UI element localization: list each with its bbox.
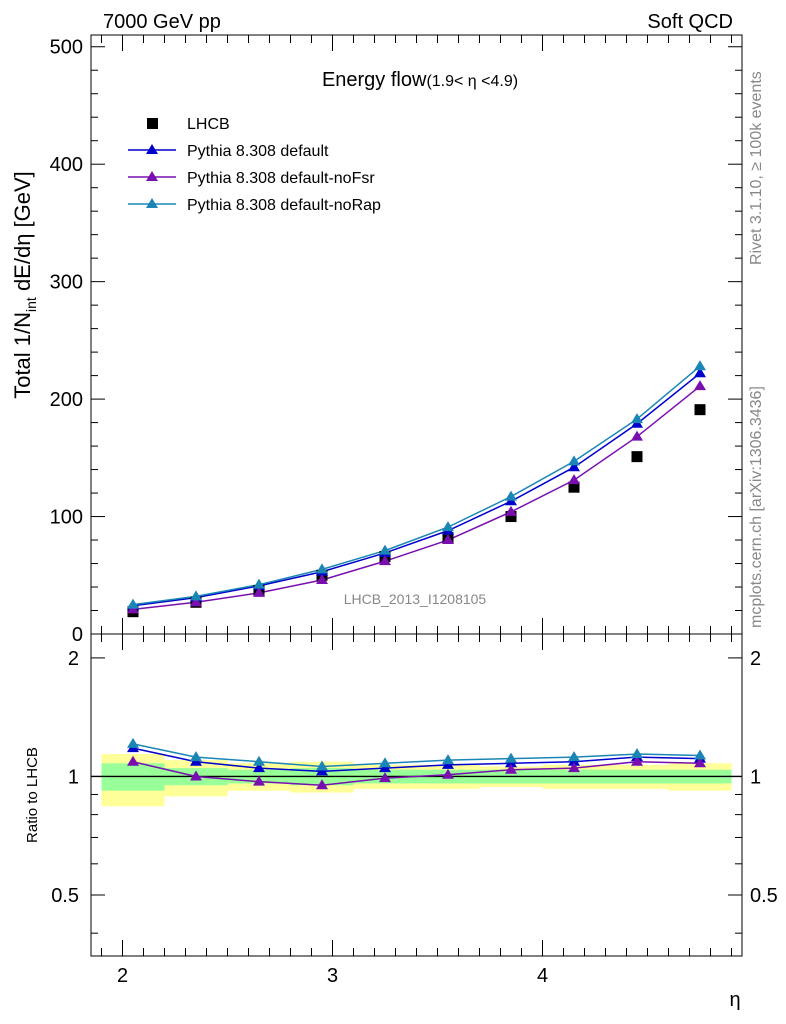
- ratio-point-noFsr: [379, 772, 391, 783]
- ratio-point-noFsr: [127, 755, 139, 766]
- ratio-point-noRap: [505, 752, 517, 763]
- data-point-noFsr: [316, 573, 328, 584]
- ratio-point-noRap: [127, 737, 139, 748]
- main-ytick-label: 200: [50, 389, 83, 411]
- ratio-point-noFsr: [253, 775, 265, 786]
- legend-item-lhcb: LHCB: [147, 116, 230, 133]
- data-point-noRap: [442, 521, 454, 532]
- legend-item-nofsr: Pythia 8.308 default-noFsr: [128, 170, 375, 187]
- main-ylabel: Total 1/Nint dE/dη [GeV]: [10, 171, 39, 399]
- legend-label-default: Pythia 8.308 default: [187, 143, 329, 160]
- main-panel-axes: 0 100 200 300 400 500: [50, 34, 743, 646]
- data-point-noFsr: [190, 596, 202, 607]
- legend-item-default: Pythia 8.308 default: [128, 143, 329, 160]
- ratio-panel-axes: 2 3 4 0.5 0.5 1 1 2 2: [51, 633, 778, 987]
- legend-label-lhcb: LHCB: [187, 116, 230, 133]
- data-point-noRap: [694, 360, 706, 371]
- ratio-point-default: [253, 762, 265, 773]
- data-point-lhcb: [631, 451, 643, 463]
- data-point-noRap: [379, 544, 391, 555]
- ratio-ytick-label-right: 1: [750, 766, 761, 788]
- x-tick-label: 4: [537, 965, 548, 987]
- ratio-ytick-label-right: 0.5: [750, 885, 778, 907]
- ratio-point-noFsr: [316, 779, 328, 790]
- mcplots-label: mcplots.cern.ch [arXiv:1306.3436]: [748, 386, 765, 628]
- main-panel-series: [127, 360, 706, 618]
- series-line-noRap: [132, 365, 701, 606]
- ratio-ylabel: Ratio to LHCB: [24, 747, 41, 843]
- data-point-noFsr: [505, 505, 517, 516]
- legend-marker-norap: [146, 198, 158, 208]
- data-point-noFsr: [442, 534, 454, 545]
- data-point-noRap: [127, 598, 139, 609]
- ratio-point-noRap: [694, 749, 706, 760]
- ratio-point-noFsr: [568, 762, 580, 773]
- data-point-default: [694, 367, 706, 378]
- legend-label-nofsr: Pythia 8.308 default-noFsr: [187, 170, 375, 187]
- data-point-noRap: [316, 563, 328, 574]
- chart-title: Energy flow(1.9< η <4.9): [322, 69, 518, 91]
- ratio-panel-series: [127, 737, 706, 790]
- ratio-point-noFsr: [190, 770, 202, 781]
- data-point-noRap: [631, 413, 643, 424]
- ratio-point-noFsr: [631, 755, 643, 766]
- ratio-point-noRap: [253, 755, 265, 766]
- series-line-default: [132, 372, 701, 607]
- data-point-noFsr: [253, 586, 265, 597]
- x-tick-label: 3: [327, 965, 338, 987]
- ratio-line-noRap: [132, 743, 701, 768]
- ratio-point-noFsr: [694, 757, 706, 768]
- data-point-noFsr: [568, 474, 580, 485]
- ratio-point-noRap: [190, 751, 202, 762]
- main-ytick-label: 0: [72, 624, 83, 646]
- ratio-ytick-label: 1: [68, 766, 79, 788]
- analysis-watermark: LHCB_2013_I1208105: [344, 591, 487, 607]
- series-line-noFsr: [132, 385, 701, 611]
- data-point-noFsr: [379, 555, 391, 566]
- data-point-lhcb: [568, 481, 580, 493]
- legend-marker-nofsr: [146, 171, 158, 181]
- ratio-ytick-label-right: 2: [750, 648, 761, 670]
- data-point-default: [568, 461, 580, 472]
- legend: LHCB Pythia 8.308 default Pythia 8.308 d…: [128, 116, 381, 214]
- legend-marker-lhcb: [147, 118, 158, 129]
- ratio-point-noRap: [379, 757, 391, 768]
- ratio-point-noRap: [631, 748, 643, 759]
- ratio-line-default: [132, 747, 701, 773]
- ratio-ytick-label: 0.5: [51, 885, 79, 907]
- main-ytick-label: 400: [50, 154, 83, 176]
- main-ytick-label: 300: [50, 272, 83, 294]
- ratio-point-noFsr: [442, 768, 454, 779]
- data-point-noRap: [253, 578, 265, 589]
- ratio-point-noRap: [316, 760, 328, 771]
- data-point-noRap: [568, 455, 580, 466]
- ratio-ytick-label: 2: [68, 648, 79, 670]
- data-point-noRap: [190, 590, 202, 601]
- legend-item-norap: Pythia 8.308 default-noRap: [128, 197, 381, 214]
- data-point-noRap: [505, 490, 517, 501]
- legend-label-norap: Pythia 8.308 default-noRap: [187, 197, 381, 214]
- ratio-line-noFsr: [132, 760, 701, 786]
- main-ytick-label: 500: [50, 37, 83, 59]
- rivet-label: Rivet 3.1.10, ≥ 100k events: [748, 71, 765, 265]
- ratio-point-noFsr: [505, 763, 517, 774]
- x-axis-label: η: [729, 989, 740, 1011]
- ratio-point-noRap: [568, 751, 580, 762]
- data-point-noFsr: [694, 380, 706, 391]
- header-left: 7000 GeV pp: [103, 11, 221, 33]
- x-tick-label: 2: [117, 965, 128, 987]
- ratio-point-noRap: [442, 754, 454, 765]
- header-right: Soft QCD: [647, 11, 733, 33]
- data-point-lhcb: [505, 511, 517, 523]
- main-ytick-label: 100: [50, 507, 83, 529]
- legend-marker-default: [146, 144, 158, 154]
- data-point-lhcb: [694, 404, 706, 416]
- data-point-noFsr: [631, 430, 643, 441]
